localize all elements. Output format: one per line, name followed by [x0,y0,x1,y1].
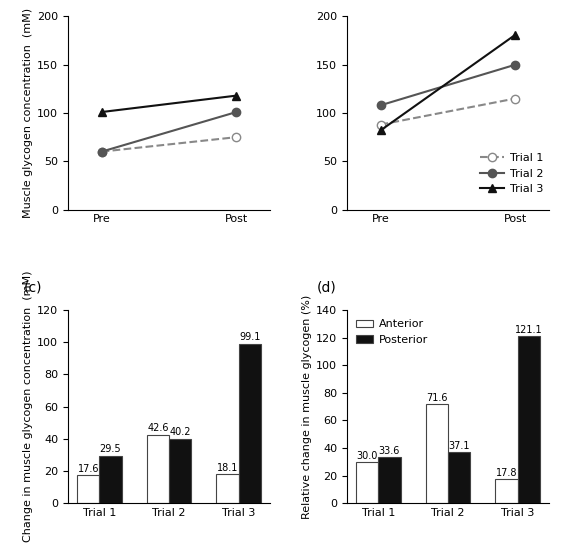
Bar [378,457,401,503]
Bar [147,435,169,503]
Trial 3 [512,32,518,38]
Trial 1 [233,134,240,141]
Y-axis label: Muscle glycogen concentration  (mM): Muscle glycogen concentration (mM) [23,8,33,218]
Bar [77,475,100,503]
Trial 3 [377,127,384,133]
Trial 1 [98,148,105,155]
Trial 2 [512,61,518,68]
Bar [356,462,378,503]
Legend: Trial 1, Trial 2, Trial 3: Trial 1, Trial 2, Trial 3 [480,153,543,194]
Bar [239,344,261,503]
Text: 37.1: 37.1 [448,441,470,451]
Text: 42.6: 42.6 [147,423,169,433]
Text: 40.2: 40.2 [169,427,191,437]
Line: Trial 3: Trial 3 [97,91,241,116]
Text: 17.6: 17.6 [78,464,99,474]
Text: (d): (d) [316,281,336,295]
Text: 18.1: 18.1 [217,463,238,473]
Trial 2 [233,109,240,115]
Text: 30.0: 30.0 [357,451,378,461]
Trial 1 [377,121,384,128]
Bar [169,439,191,503]
Text: 71.6: 71.6 [426,393,448,403]
Y-axis label: Relative change in muscle glycogen (%): Relative change in muscle glycogen (%) [302,294,312,519]
Bar [100,456,122,503]
Legend: Anterior, Posterior: Anterior, Posterior [357,319,428,345]
Text: 99.1: 99.1 [239,333,260,342]
Text: 33.6: 33.6 [379,446,400,456]
Trial 2 [98,148,105,155]
Line: Trial 1: Trial 1 [97,133,241,156]
Line: Trial 2: Trial 2 [376,61,520,109]
Trial 1 [512,95,518,102]
Trial 2 [377,102,384,108]
Line: Trial 2: Trial 2 [97,108,241,156]
Trial 3 [233,92,240,99]
Bar [426,404,448,503]
Text: 121.1: 121.1 [515,325,542,335]
Bar [216,474,239,503]
Bar [448,452,470,503]
Trial 3 [98,109,105,115]
Text: (c): (c) [23,281,42,295]
Text: 17.8: 17.8 [496,468,517,478]
Line: Trial 1: Trial 1 [376,94,520,129]
Y-axis label: Change in muscle glycogen concentration  (mM): Change in muscle glycogen concentration … [23,271,33,543]
Bar [517,336,540,503]
Bar [495,479,517,503]
Text: 29.5: 29.5 [100,445,121,455]
Line: Trial 3: Trial 3 [376,31,520,135]
